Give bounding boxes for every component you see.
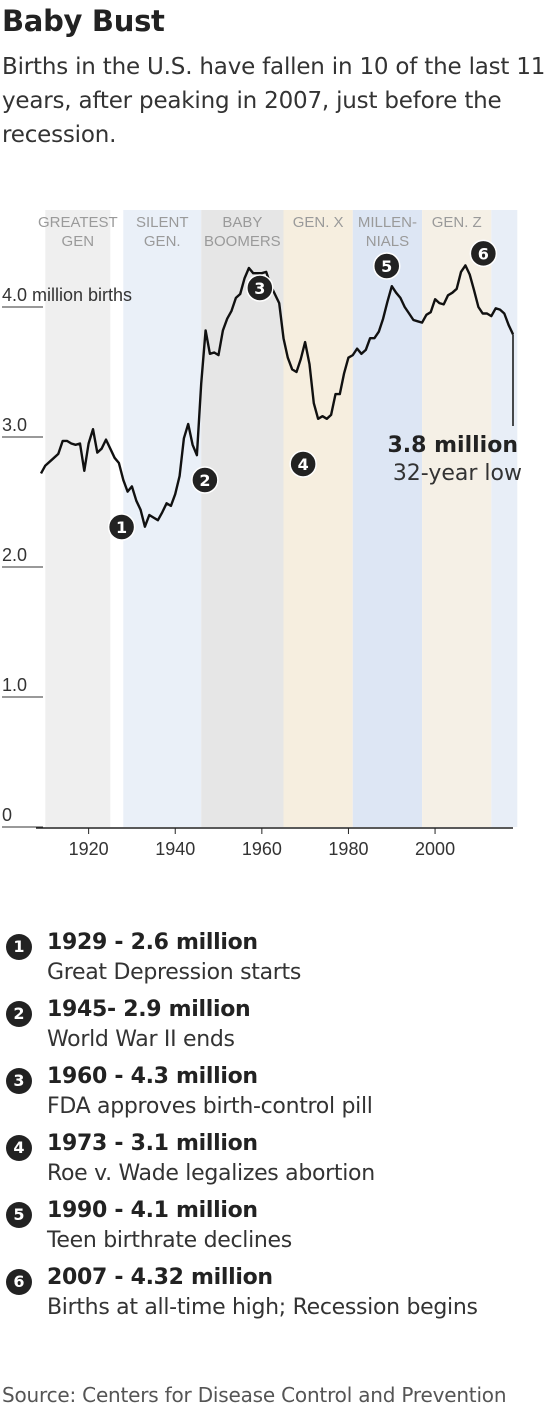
x-tick-label: 1920 [69, 839, 109, 859]
band-label-line: GREATEST [38, 214, 118, 231]
end-value-label: 3.8 million [388, 433, 519, 458]
event-marker-1 [107, 513, 136, 541]
generation-band [422, 210, 492, 827]
legend-description: FDA approves birth-control pill [47, 1094, 373, 1119]
legend-heading: 1990 - 4.1 million [47, 1198, 258, 1223]
legend-description: Roe v. Wade legalizes abortion [47, 1161, 375, 1186]
y-tick-label: 4.0 million births [2, 285, 132, 305]
legend-number-badge: 6 [6, 1269, 32, 1295]
x-tick-label: 2000 [415, 839, 455, 859]
event-marker-5 [373, 252, 401, 280]
chart-title: Baby Bust [2, 4, 165, 38]
legend-heading: 1945- 2.9 million [47, 997, 251, 1022]
generation-band-label: GEN. Z [432, 214, 482, 231]
legend-heading: 2007 - 4.32 million [47, 1265, 273, 1290]
y-axis: 0 1.0 2.0 3.0 4.0 million births [2, 285, 132, 828]
band-label-line: GEN. X [293, 214, 344, 231]
event-marker-number: 1 [116, 518, 127, 537]
generation-band-label: MILLEN- NIALS [358, 214, 417, 250]
y-tick-label: 2.0 [2, 545, 27, 565]
generation-band [123, 210, 202, 827]
legend-heading: 1929 - 2.6 million [47, 930, 258, 955]
legend-number-badge: 2 [6, 1001, 32, 1027]
births-series-path [39, 264, 515, 528]
generation-band-label: GREATEST GEN [38, 214, 118, 250]
band-label-line: BABY [222, 214, 262, 231]
event-marker-4 [289, 450, 317, 478]
y-tick-label: 0 [2, 805, 12, 825]
generation-bands: GREATEST GEN SILENT GEN. BABY BOOMERS GEN. X MI… [38, 210, 518, 827]
event-markers: 1 2 3 4 5 6 [107, 239, 498, 541]
end-label: 3.8 million 32-year low [388, 433, 523, 486]
event-marker-3 [246, 274, 274, 302]
source-note: Source: Centers for Disease Control and … [2, 1383, 507, 1407]
generation-band-label: GEN. X [293, 214, 344, 231]
event-marker-number: 5 [381, 257, 392, 276]
legend-number-badge: 5 [6, 1202, 32, 1228]
band-label-line: NIALS [366, 233, 409, 250]
event-marker-number: 4 [298, 455, 309, 474]
x-tick-label: 1940 [155, 839, 195, 859]
generation-band-label: SILENT GEN. [136, 214, 189, 250]
legend-heading: 1973 - 3.1 million [47, 1131, 258, 1156]
event-marker-6 [469, 239, 498, 268]
end-note-label: 32-year low [393, 461, 522, 486]
legend-description: Great Depression starts [47, 960, 302, 985]
generation-band [283, 210, 353, 827]
band-label-line: SILENT [136, 214, 189, 231]
y-tick-label: 1.0 [2, 675, 27, 695]
generation-band [352, 210, 423, 827]
legend-number-badge: 4 [6, 1135, 32, 1161]
legend-description: Births at all-time high; Recession begin… [47, 1295, 478, 1320]
x-tick-label: 1980 [328, 839, 368, 859]
generation-band [45, 210, 111, 827]
y-tick-label: 3.0 [2, 415, 27, 435]
births-line-chart: GREATEST GEN SILENT GEN. BABY BOOMERS GEN. X MI… [2, 210, 523, 859]
band-label-line: GEN [62, 233, 95, 250]
legend-number-badge: 1 [6, 934, 32, 960]
generation-band [491, 210, 518, 827]
chart-subtitle: Births in the U.S. have fallen in 10 of … [2, 54, 546, 148]
series-line [39, 264, 515, 528]
event-marker-2 [191, 466, 219, 494]
legend-description: Teen birthrate declines [47, 1228, 292, 1253]
band-label-line: GEN. Z [432, 214, 482, 231]
band-label-line: BOOMERS [204, 233, 281, 250]
generation-band-label: BABY BOOMERS [204, 214, 281, 250]
legend-description: World War II ends [47, 1027, 235, 1052]
event-marker-number: 2 [199, 471, 210, 490]
event-marker-number: 3 [254, 279, 265, 298]
band-label-line: MILLEN- [358, 214, 417, 231]
band-label-line: GEN. [144, 233, 181, 250]
x-axis: 1920 1940 1960 1980 2000 [36, 827, 513, 859]
legend-heading: 1960 - 4.3 million [47, 1064, 258, 1089]
event-marker-number: 6 [478, 244, 489, 263]
legend-number-badge: 3 [6, 1068, 32, 1094]
x-tick-label: 1960 [242, 839, 282, 859]
generation-band [201, 210, 284, 827]
